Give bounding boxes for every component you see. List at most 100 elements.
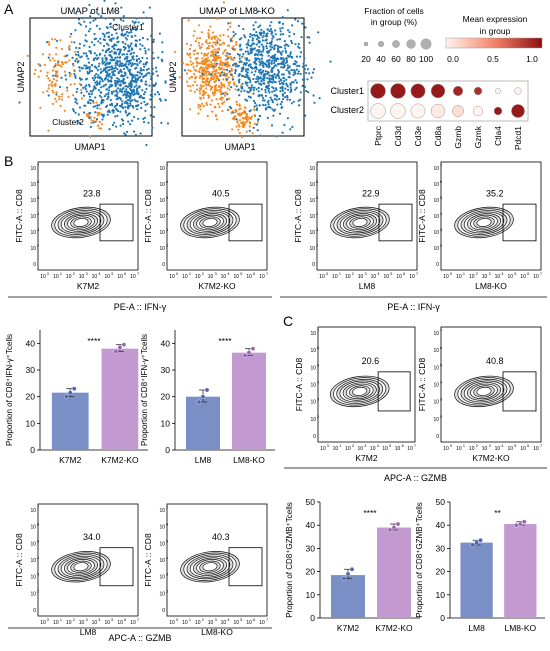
- umap-lm8-cluster1-point: [111, 84, 114, 87]
- umap-lm8-cluster1-point: [115, 23, 118, 26]
- umap-lm8ko-cluster1-point: [271, 81, 274, 84]
- umap-lm8-cluster2-point: [92, 101, 95, 104]
- dotplot-dot: [493, 106, 503, 116]
- umap-lm8ko-cluster1-point: [280, 100, 283, 103]
- umap-lm8-cluster1-point: [39, 64, 42, 67]
- umap-lm8ko-cluster2-point: [251, 132, 254, 135]
- umap-lm8-cluster1-point: [110, 65, 113, 68]
- umap-lm8ko-cluster1-point: [300, 36, 303, 39]
- umap-lm8ko-cluster2-point: [187, 69, 190, 72]
- flow-x-tick-exp: 7: [414, 444, 416, 448]
- umap-lm8ko-cluster1-point: [302, 62, 305, 65]
- umap-lm8-cluster1-point: [100, 70, 103, 73]
- umap-lm8-cluster1-point: [102, 44, 106, 48]
- flow-x-tick-exp: 5: [240, 272, 242, 276]
- flow-y-tick-exp: 5: [166, 196, 168, 200]
- umap-lm8ko-cluster2-point: [221, 110, 224, 113]
- umap-lm8-cluster1-point: [147, 67, 150, 70]
- umap-lm8-cluster1-point: [147, 121, 150, 124]
- umap-lm8-cluster2-point: [63, 109, 66, 112]
- umap-lm8ko-cluster1-point: [249, 79, 252, 82]
- umap-lm8-cluster2-point: [39, 106, 42, 109]
- umap-lm8ko-cluster2-point: [256, 121, 259, 124]
- umap-lm8-cluster1-point: [143, 47, 146, 50]
- umap-lm8-cluster1-point: [156, 74, 159, 77]
- umap-lm8-cluster1-point: [143, 74, 146, 78]
- umap-lm8-cluster1-point: [92, 19, 95, 22]
- flow-x-tick-exp: 5: [514, 272, 516, 276]
- umap-lm8ko-cluster1-point: [237, 64, 240, 67]
- umap-lm8-cluster1-point: [134, 28, 138, 32]
- umap-lm8ko-cluster1-point: [229, 39, 233, 43]
- umap-lm8-cluster1-point: [124, 42, 127, 46]
- umap-lm8ko-cluster2-point: [211, 70, 214, 74]
- umap-lm8-cluster1-point: [145, 68, 148, 71]
- umap-lm8-cluster1-point: [116, 77, 119, 80]
- dotplot-dot: [430, 103, 446, 119]
- umap-lm8ko-cluster2-point: [197, 52, 200, 55]
- flow-y-tick: 10: [30, 575, 36, 581]
- umap-lm8ko-cluster2-point: [199, 84, 202, 87]
- flow-x-tick: 10: [370, 446, 376, 452]
- umap-lm8-cluster1-point: [123, 48, 126, 51]
- umap-lm8-cluster1-point: [78, 66, 81, 69]
- dotplot-row-label-0: Cluster1: [330, 86, 364, 96]
- umap-lm8-cluster1-point: [151, 126, 154, 129]
- umap-lm8-cluster1-point: [142, 120, 146, 124]
- flow-x-tick-exp: 2: [476, 272, 478, 276]
- umap-lm8-cluster2-point: [43, 63, 47, 66]
- umap-lm8-cluster1-point: [122, 67, 126, 70]
- flow-y-tick-exp: 4: [440, 212, 442, 216]
- umap-lm8-cluster1-point: [89, 15, 92, 18]
- umap-lm8-cluster2-point: [58, 98, 61, 101]
- umap-lm8ko-cluster1-point: [238, 94, 241, 97]
- umap-lm8-cluster1-point: [95, 72, 98, 76]
- umap-lm8ko-cluster2-point: [189, 89, 192, 92]
- umap-lm8-cluster1-point: [72, 108, 75, 111]
- umap-lm8-cluster1-point: [93, 79, 96, 82]
- umap-lm8-cluster1-point: [129, 89, 133, 92]
- umap-lm8ko-cluster2-point: [202, 91, 205, 94]
- umap-lm8ko-cluster1-point: [283, 80, 286, 83]
- umap-lm8ko-cluster1-point: [283, 77, 286, 80]
- umap-lm8-cluster1-point: [105, 74, 108, 77]
- umap-lm8ko-cluster2-point: [211, 36, 214, 39]
- umap-lm8ko-cluster2-point: [207, 44, 210, 48]
- umap-lm8ko-cluster1-point: [266, 101, 269, 104]
- umap-lm8-cluster2-point: [54, 38, 57, 41]
- flow-x-tick: 10: [495, 446, 501, 452]
- umap-lm8ko-cluster2-point: [193, 73, 196, 76]
- bar-y-axis-label: Proportion of CD8⁺IFN-γ⁺Tcells: [5, 334, 14, 446]
- umap-lm8ko-cluster1-point: [294, 43, 297, 46]
- bar-significance: ****: [87, 336, 101, 346]
- umap-lm8-cluster1-point: [85, 52, 88, 55]
- umap-lm8-cluster1-point: [91, 69, 94, 73]
- flow-x-tick: 10: [53, 274, 59, 280]
- umap-lm8-cluster1-point: [125, 88, 128, 91]
- umap-lm8-cluster1-point: [129, 44, 132, 48]
- flow-gate: [228, 547, 263, 587]
- umap-lm8-cluster1-point: [126, 99, 129, 102]
- umap-lm8ko-cluster1-point: [255, 67, 258, 71]
- umap-lm8ko-cluster1-point: [276, 95, 279, 98]
- umap-lm8ko-cluster1-point: [273, 59, 276, 62]
- umap-lm8ko-cluster1-point: [271, 78, 274, 81]
- umap-lm8-cluster1-point: [84, 25, 88, 28]
- umap-lm8ko-cluster2-point: [203, 69, 206, 72]
- umap-lm8-cluster1-point: [57, 61, 60, 64]
- umap-lm8-cluster1-point: [104, 83, 108, 86]
- umap-lm8ko-cluster1-point: [257, 26, 260, 29]
- umap-lm8-cluster1-point: [18, 101, 21, 104]
- umap-lm8-cluster1-point: [135, 45, 138, 48]
- umap-lm8-cluster1-point: [85, 77, 89, 80]
- umap-lm8-cluster1-point: [95, 24, 99, 27]
- umap-lm8-cluster2-point: [96, 111, 99, 114]
- umap-lm8ko-cluster1-point: [248, 86, 251, 89]
- umap-lm8-cluster1-point: [98, 104, 101, 107]
- umap-lm8ko-cluster1-point: [260, 94, 264, 97]
- umap-lm8-cluster1-point: [56, 39, 59, 43]
- umap-lm8-cluster1-point: [121, 102, 124, 106]
- umap-lm8-cluster1-point: [94, 37, 97, 40]
- flow-x-tick: 10: [320, 446, 326, 452]
